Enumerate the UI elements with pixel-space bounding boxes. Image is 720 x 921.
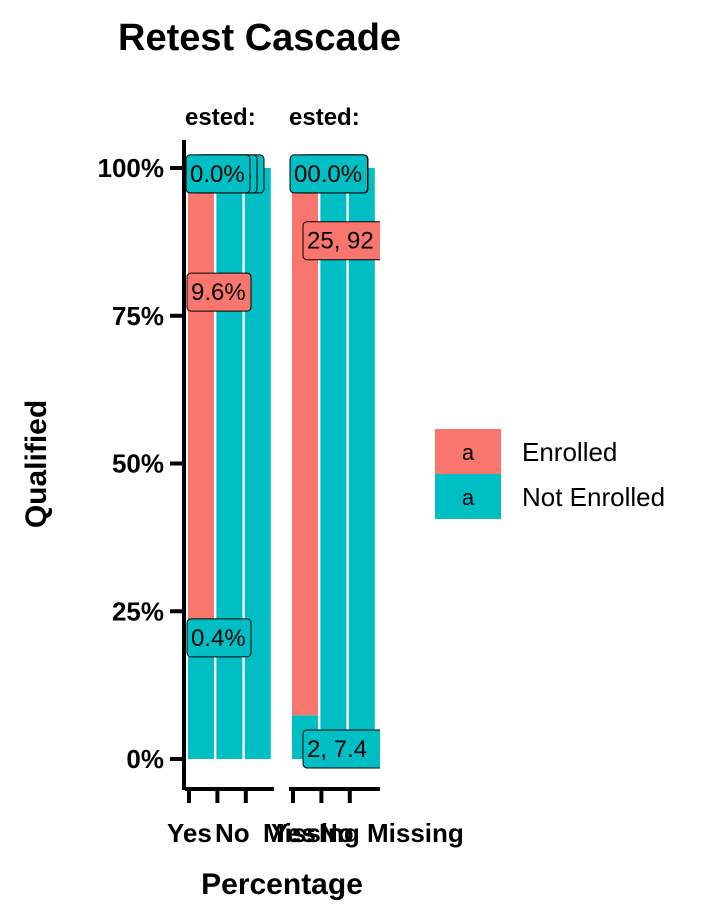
chart-title: Retest Cascade	[118, 17, 401, 59]
bar-segment	[320, 168, 347, 759]
legend-label: Not Enrolled	[522, 482, 665, 512]
legend-key	[435, 429, 501, 474]
data-label-box	[185, 154, 251, 194]
bar-segment	[188, 168, 214, 620]
data-label: 9.6%	[191, 279, 246, 306]
data-label-box	[186, 618, 252, 658]
bar-segment	[348, 168, 375, 759]
plot-area: 0%25%50%75%100%0.0%0.0%0.0%9.6%0.4%ested…	[98, 104, 464, 848]
y-tick-label: 50%	[112, 449, 164, 479]
bar-segment	[216, 168, 243, 759]
facet-strip-label: ested:	[289, 104, 360, 131]
legend: a Enrolled a Not Enrolled	[435, 429, 665, 519]
data-label: 25, 92	[307, 228, 374, 255]
legend-key-glyph: a	[462, 485, 475, 510]
x-tick-label: Missing	[367, 818, 464, 848]
x-tick-label: Missing	[263, 818, 360, 848]
data-label-box	[302, 221, 380, 261]
data-label: 0.4%	[191, 625, 246, 652]
y-tick-label: 0%	[126, 744, 164, 774]
data-label-box	[186, 272, 252, 312]
data-label-box	[289, 154, 368, 194]
data-label-box	[302, 729, 380, 769]
legend-key	[435, 474, 501, 519]
facet-strip-label: ested:	[185, 104, 256, 131]
x-tick-label: No	[215, 818, 250, 848]
x-tick-label: Yes	[167, 818, 212, 848]
legend-key-glyph: a	[462, 440, 475, 465]
y-tick-label: 25%	[112, 596, 164, 626]
x-tick-label: No	[319, 818, 354, 848]
data-label: 00.0%	[294, 161, 362, 188]
data-label: 2, 7.4	[307, 736, 367, 763]
data-label: 0.0%	[190, 161, 245, 188]
y-tick-label: 100%	[98, 153, 165, 183]
y-axis-title: Qualified	[20, 400, 53, 528]
legend-label: Enrolled	[522, 437, 617, 467]
facet-panel: 0.0%0.0%00.0%25, 922, 7.4ested:YesNoMiss…	[271, 104, 464, 848]
x-tick-label: Yes	[271, 818, 316, 848]
y-tick-label: 75%	[112, 301, 164, 331]
bar-segment	[244, 168, 271, 759]
x-axis-title: Percentage	[201, 868, 363, 901]
